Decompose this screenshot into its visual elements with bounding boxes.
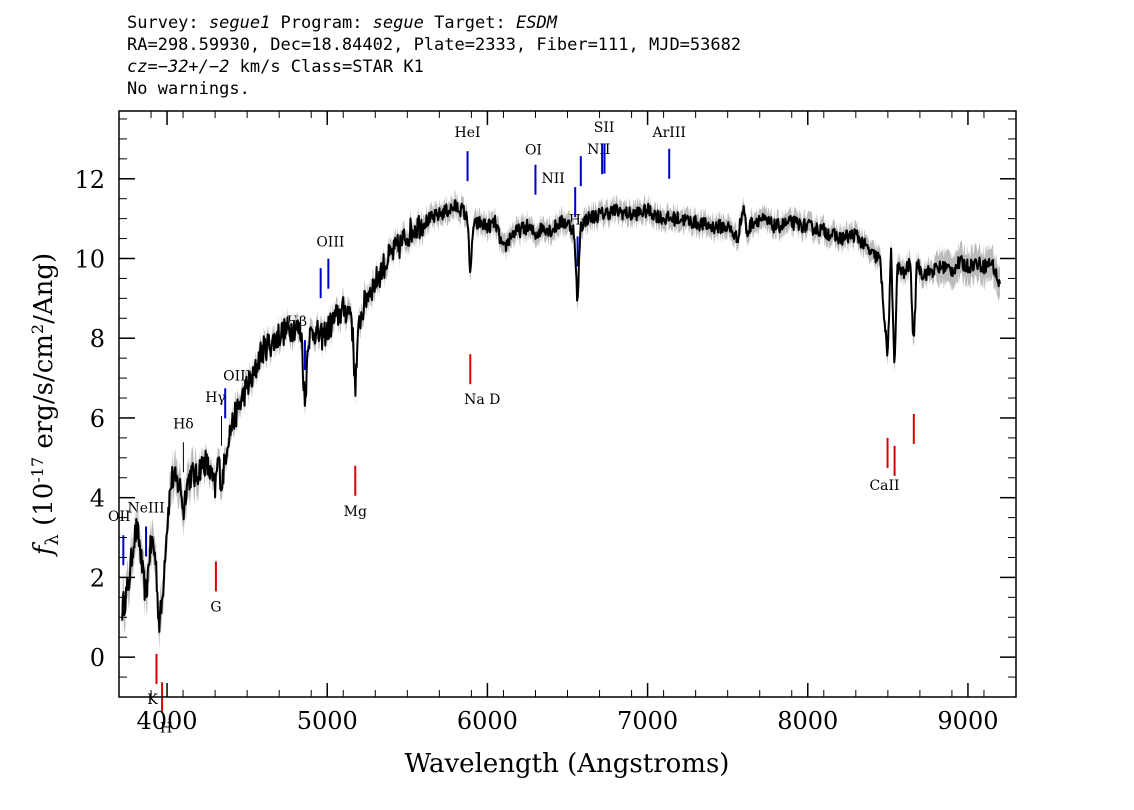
y-tick-label: 2 xyxy=(90,564,105,592)
survey-value: segue1 xyxy=(208,13,271,33)
x-tick-label: 8000 xyxy=(777,707,838,735)
spectral-line-label: Na D xyxy=(464,392,500,408)
spectral-line-label: NII xyxy=(587,142,610,158)
x-axis-label: Wavelength (Angstroms) xyxy=(405,749,730,779)
y-tick-label: 10 xyxy=(74,245,105,273)
error-band-layer xyxy=(122,190,1000,650)
y-tick-label: 12 xyxy=(74,166,105,194)
spectral-line-label: Hδ xyxy=(173,416,194,432)
program-value: segue xyxy=(372,13,424,33)
class-text: km/s Class=STAR K1 xyxy=(229,57,424,77)
error-band xyxy=(122,190,1000,650)
x-tick-label: 5000 xyxy=(297,707,358,735)
spectral-line-label: G xyxy=(210,599,221,615)
x-tick-label: 6000 xyxy=(457,707,518,735)
header-line-warnings: No warnings. xyxy=(127,79,250,99)
survey-label: Survey: xyxy=(127,13,209,33)
spectral-line-label: OI xyxy=(525,143,542,159)
x-tick-label: 7000 xyxy=(617,707,678,735)
spectrum-header: Survey: segue1 Program: segue Target: ES… xyxy=(127,12,741,100)
target-label: Target: xyxy=(423,13,516,33)
header-line-redshift: cz=−32+/−2 km/s Class=STAR K1 xyxy=(127,56,741,78)
spectral-line-label: Hγ xyxy=(205,390,226,406)
y-tick-label: 0 xyxy=(90,644,105,672)
axis-ticks: 4000 5000 6000 7000 8000 9000 0 2 4 6 8 10 12 xyxy=(74,111,1017,735)
spectral-line-label: ArIII xyxy=(652,125,686,141)
y-tick-label: 8 xyxy=(90,325,105,353)
y-tick-label: 6 xyxy=(90,405,105,433)
plot-frame xyxy=(118,110,1017,698)
x-tick-label: 9000 xyxy=(937,707,998,735)
spectral-line-label: H xyxy=(160,720,172,736)
cz-value: =−32+/−2 xyxy=(147,57,230,77)
spectral-line-label: NeIII xyxy=(127,500,164,516)
spectral-line-label: OIII xyxy=(223,368,251,384)
y-tick-label: 4 xyxy=(90,485,105,513)
target-value: ESDM xyxy=(515,13,557,33)
header-line-coordinates: RA=298.59930, Dec=18.84402, Plate=2333, … xyxy=(127,35,742,55)
spectral-line-label: Mg xyxy=(344,504,367,520)
spectral-line-label: SII xyxy=(594,120,615,136)
spectral-line-label: K xyxy=(147,692,158,708)
spectral-line-markers: OIINeIIIKHHδGHγOIIIHβOIIIMgHeINa DOINIIH… xyxy=(108,120,915,736)
spectral-line-label: CaII xyxy=(869,478,899,494)
x-tick-label: 4000 xyxy=(137,707,198,735)
program-label: Program: xyxy=(270,13,373,33)
spectrum-line xyxy=(121,199,1001,633)
spectrum-layer xyxy=(121,199,1001,633)
spectral-line-label: NII xyxy=(542,171,565,187)
spectral-line-label: OIII xyxy=(316,235,344,251)
spectral-line-label: HeI xyxy=(455,125,481,141)
y-axis-label: fλ (10-17 erg/s/cm2/Ang) xyxy=(28,253,63,557)
header-line-survey: Survey: segue1 Program: segue Target: ES… xyxy=(127,12,741,34)
cz-label: cz xyxy=(127,57,148,77)
